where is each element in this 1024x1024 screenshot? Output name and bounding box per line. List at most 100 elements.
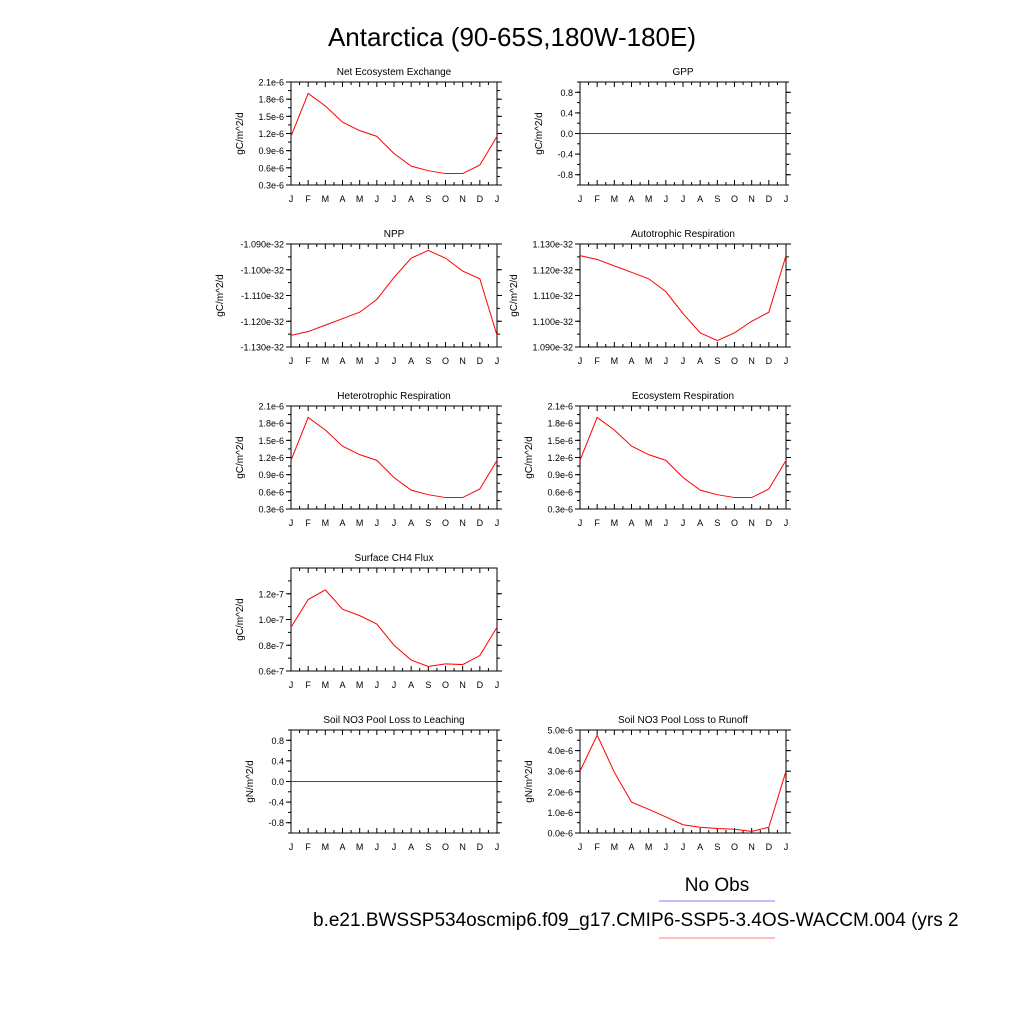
x-tick-label: M (611, 356, 619, 366)
y-tick-label: 0.4 (271, 756, 284, 766)
series-line (290, 249, 498, 336)
y-tick-label: 1.110e-32 (533, 291, 573, 301)
y-tick-label: 1.8e-6 (547, 419, 573, 429)
x-tick-label: D (477, 356, 484, 366)
x-tick-label: N (748, 842, 755, 852)
legend-model-label: b.e21.BWSSP534oscmip6.f09_g17.CMIP6-SSP5… (313, 910, 959, 931)
x-tick-label: D (766, 842, 773, 852)
x-tick-label: J (392, 680, 397, 690)
x-tick-label: S (714, 356, 720, 366)
y-tick-label: 0.4 (560, 108, 573, 118)
x-tick-label: S (425, 356, 431, 366)
y-axis-label: gC/m^2/d (215, 274, 226, 317)
x-tick-label: D (477, 842, 484, 852)
x-tick-label: F (305, 356, 311, 366)
x-tick-label: D (477, 680, 484, 690)
x-tick-label: F (305, 194, 311, 204)
x-tick-label: O (442, 356, 449, 366)
x-tick-label: A (697, 842, 703, 852)
y-tick-label: 1.2e-7 (258, 589, 284, 599)
x-tick-label: A (697, 518, 703, 528)
x-tick-label: M (322, 518, 330, 528)
y-tick-label: 1.100e-32 (532, 317, 573, 327)
y-tick-label: 0.6e-6 (258, 487, 284, 497)
x-tick-label: M (322, 680, 330, 690)
x-tick-label: M (356, 680, 364, 690)
x-tick-label: J (375, 842, 380, 852)
x-tick-label: A (628, 356, 634, 366)
x-tick-label: N (459, 842, 466, 852)
x-tick-label: J (392, 356, 397, 366)
x-tick-label: M (645, 518, 653, 528)
x-tick-label: J (289, 518, 294, 528)
y-tick-label: 1.090e-32 (532, 343, 573, 353)
y-tick-label: 0.9e-6 (258, 470, 284, 480)
x-tick-label: F (305, 518, 311, 528)
legend: No Obs b.e21.BWSSP534oscmip6.f09_g17.CMI… (313, 875, 959, 939)
x-tick-label: J (495, 356, 500, 366)
y-tick-label: 1.5e-6 (258, 436, 284, 446)
x-tick-label: O (442, 842, 449, 852)
x-tick-label: M (611, 842, 619, 852)
y-axis-label: gN/m^2/d (524, 760, 535, 803)
series-line (290, 416, 498, 499)
x-tick-label: M (322, 194, 330, 204)
x-tick-label: A (408, 518, 414, 528)
y-axis-label: gC/m^2/d (524, 436, 535, 479)
x-tick-label: J (289, 356, 294, 366)
x-tick-label: J (784, 194, 789, 204)
x-tick-label: O (442, 680, 449, 690)
y-tick-label: -1.100e-32 (240, 265, 284, 275)
x-tick-label: M (356, 518, 364, 528)
x-tick-label: S (425, 194, 431, 204)
x-tick-label: J (375, 518, 380, 528)
y-tick-label: -0.4 (557, 150, 573, 160)
x-tick-label: J (375, 356, 380, 366)
y-axis: 0.3e-6 0.6e-6 0.9e-6 1.2e-6 1.5e-6 1.8e-6 2.1e… (258, 78, 502, 191)
y-tick-label: 2.1e-6 (258, 402, 284, 412)
x-tick-label: M (645, 194, 653, 204)
x-tick-label: M (356, 356, 364, 366)
x-tick-label: A (697, 356, 703, 366)
x-tick-label: J (578, 518, 583, 528)
x-tick-label: M (356, 194, 364, 204)
y-axis-label: gC/m^2/d (235, 436, 246, 479)
x-tick-label: S (714, 518, 720, 528)
x-tick-label: J (578, 194, 583, 204)
x-tick-label: A (339, 194, 345, 204)
x-tick-label: J (289, 842, 294, 852)
panel-title: Surface CH4 Flux (355, 553, 434, 564)
x-tick-label: A (408, 680, 414, 690)
x-tick-label: O (731, 194, 738, 204)
panel-title: Net Ecosystem Exchange (337, 67, 452, 78)
x-tick-label: J (578, 842, 583, 852)
x-tick-label: A (628, 194, 634, 204)
x-tick-label: M (356, 842, 364, 852)
x-tick-label: J (664, 356, 669, 366)
x-tick-label: J (495, 194, 500, 204)
x-tick-label: N (748, 356, 755, 366)
plot-frame (579, 243, 787, 348)
y-axis: 0.3e-6 0.6e-6 0.9e-6 1.2e-6 1.5e-6 1.8e-6 2.1e… (258, 402, 502, 515)
plot-frame (290, 405, 498, 510)
plot-frame (290, 243, 498, 348)
series-line (579, 416, 787, 499)
page-title: Antarctica (90-65S,180W-180E) (328, 22, 696, 52)
x-tick-label: O (731, 842, 738, 852)
x-tick-label: J (681, 194, 686, 204)
x-tick-label: J (289, 194, 294, 204)
panel-title: Heterotrophic Respiration (337, 391, 450, 402)
y-tick-label: 0.3e-6 (547, 505, 573, 515)
